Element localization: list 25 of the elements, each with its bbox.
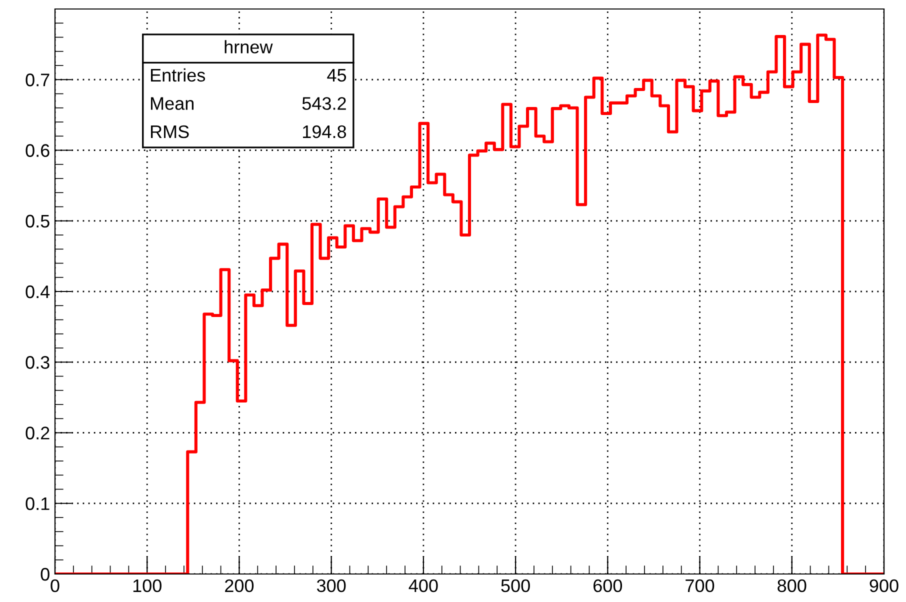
annotation: 543.2 (302, 97, 346, 110)
y-tick-label: 0.7 (26, 74, 50, 86)
x-tick-label: 0 (50, 579, 60, 592)
annotation: Mean (150, 97, 194, 110)
y-tick-label: 0.5 (26, 214, 50, 228)
x-tick-label: 900 (870, 579, 898, 592)
annotation: 194.8 (303, 125, 346, 138)
x-tick-label: 700 (686, 579, 714, 592)
x-tick-label: 300 (316, 579, 346, 592)
x-tick-label: 200 (225, 579, 254, 592)
annotation: Entries (150, 68, 206, 82)
y-tick-label: 0 (40, 568, 50, 581)
x-tick-label: 100 (133, 579, 162, 592)
annotation: hrnew (224, 40, 273, 54)
y-tick-label: 0.3 (26, 356, 50, 369)
x-tick-label: 500 (501, 579, 530, 592)
x-tick-label: 400 (408, 579, 438, 592)
y-tick-label: 0.4 (26, 285, 50, 298)
annotation: RMS (150, 125, 189, 138)
annotation: 45 (327, 69, 346, 82)
y-tick-label: 0.6 (26, 144, 50, 157)
x-tick-label: 800 (778, 579, 806, 592)
y-tick-label: 0.2 (26, 426, 50, 440)
y-tick-label: 0.1 (26, 497, 50, 510)
x-tick-label: 600 (594, 579, 622, 592)
